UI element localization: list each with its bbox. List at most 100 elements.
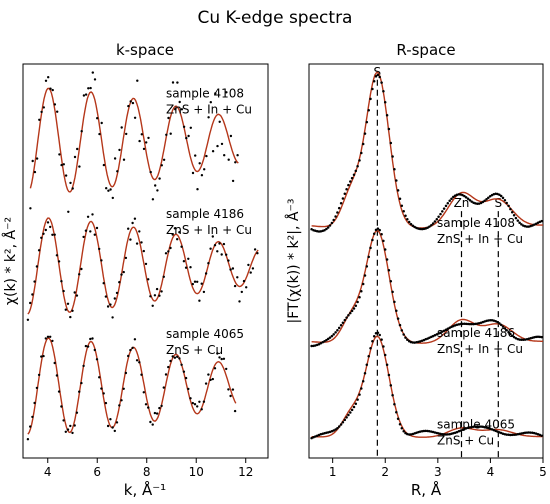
k-data-point [140, 373, 143, 376]
r-data-point [409, 433, 413, 436]
k-data-point [93, 78, 97, 81]
r-data-point [352, 405, 356, 409]
k-data-point [191, 401, 194, 405]
r-data-point [407, 220, 411, 224]
k-data-point [95, 226, 99, 230]
r-data-point [452, 432, 455, 435]
r-data-point [395, 179, 398, 182]
k-data-point [211, 150, 215, 153]
r-data-point [483, 425, 486, 429]
r-data-point [356, 300, 359, 304]
k-data-point [84, 344, 88, 348]
r-data-point [400, 204, 404, 207]
k-space-ylabel: χ(k) * k², Å⁻² [2, 217, 19, 305]
k-data-point [200, 174, 204, 177]
r-data-point [533, 431, 536, 435]
r-data-point [463, 322, 466, 326]
k-data-point [196, 405, 199, 408]
k-data-point [95, 358, 99, 361]
k-data-point [214, 92, 217, 95]
k-data-point [233, 409, 237, 413]
k-data-point [86, 215, 90, 218]
k-data-point [89, 337, 92, 341]
r-series-label: sample 4186 [437, 326, 515, 340]
k-data-point [153, 294, 157, 297]
k-data-point [35, 157, 39, 160]
r-data-point [334, 331, 337, 334]
r-data-point [387, 127, 391, 131]
k-series-sublabel: ZnS + In + Cu [166, 103, 252, 117]
k-data-point [227, 158, 230, 161]
k-data-point [42, 106, 45, 109]
k-data-point [251, 267, 255, 270]
k-data-point [187, 257, 190, 260]
r-data-point [345, 187, 348, 191]
k-data-point [216, 250, 219, 253]
k-data-point [189, 397, 192, 400]
k-data-point [100, 121, 103, 125]
r-data-point [323, 340, 326, 343]
k-data-point [156, 189, 159, 192]
r-data-point [538, 335, 542, 339]
r-data-point [501, 196, 505, 200]
k-data-point [225, 253, 228, 256]
r-data-point [310, 228, 313, 231]
r-data-point [477, 321, 481, 325]
k-data-point [205, 154, 208, 158]
k-data-point [140, 133, 143, 136]
k-data-point [142, 147, 146, 151]
r-data-point [428, 336, 431, 340]
k-series-sublabel: ZnS + In + Cu [166, 223, 252, 237]
k-data-point [82, 235, 85, 239]
r-data-point [527, 431, 531, 434]
r-data-point [376, 227, 380, 230]
k-data-point [31, 159, 34, 163]
k-data-point [69, 315, 72, 319]
k-data-point [57, 260, 61, 263]
r-data-point [349, 180, 352, 183]
r-data-point [492, 192, 496, 196]
r-data-point [354, 169, 358, 173]
k-data-point [53, 103, 57, 106]
k-data-point [44, 79, 48, 83]
k-fit-line [29, 87, 239, 193]
k-data-point [142, 249, 145, 253]
k-data-point [216, 352, 219, 355]
r-data-point [325, 338, 328, 342]
k-data-point [171, 81, 175, 84]
k-data-point [109, 188, 112, 191]
k-data-point [93, 348, 97, 352]
r-data-point [349, 411, 352, 414]
k-data-point [66, 428, 70, 431]
k-data-point [213, 367, 217, 370]
r-data-point [347, 183, 350, 187]
k-data-point [46, 335, 50, 338]
k-data-point [229, 268, 232, 271]
r-data-point [395, 410, 398, 414]
k-data-point [75, 294, 79, 297]
k-data-point [64, 430, 68, 433]
r-data-point [345, 316, 348, 319]
r-data-point [343, 192, 347, 195]
x-tick-label: 10 [189, 465, 204, 479]
k-data-point [82, 364, 85, 368]
k-data-point [49, 225, 52, 229]
k-data-point [176, 81, 179, 84]
r-data-point [382, 345, 385, 348]
r-data-point [505, 329, 508, 332]
k-data-point [87, 87, 90, 90]
r-data-point [457, 193, 461, 196]
k-data-point [147, 278, 150, 281]
r-data-point [350, 408, 354, 412]
k-data-point [69, 424, 72, 428]
r-data-point [341, 197, 345, 200]
k-data-point [118, 281, 121, 284]
k-data-point [135, 242, 139, 245]
r-data-point [415, 226, 418, 230]
k-data-point [122, 270, 125, 274]
k-data-point [35, 386, 39, 390]
r-data-point [334, 215, 337, 218]
r-data-point [501, 432, 505, 435]
k-data-point [47, 76, 50, 79]
r-data-point [376, 331, 380, 335]
